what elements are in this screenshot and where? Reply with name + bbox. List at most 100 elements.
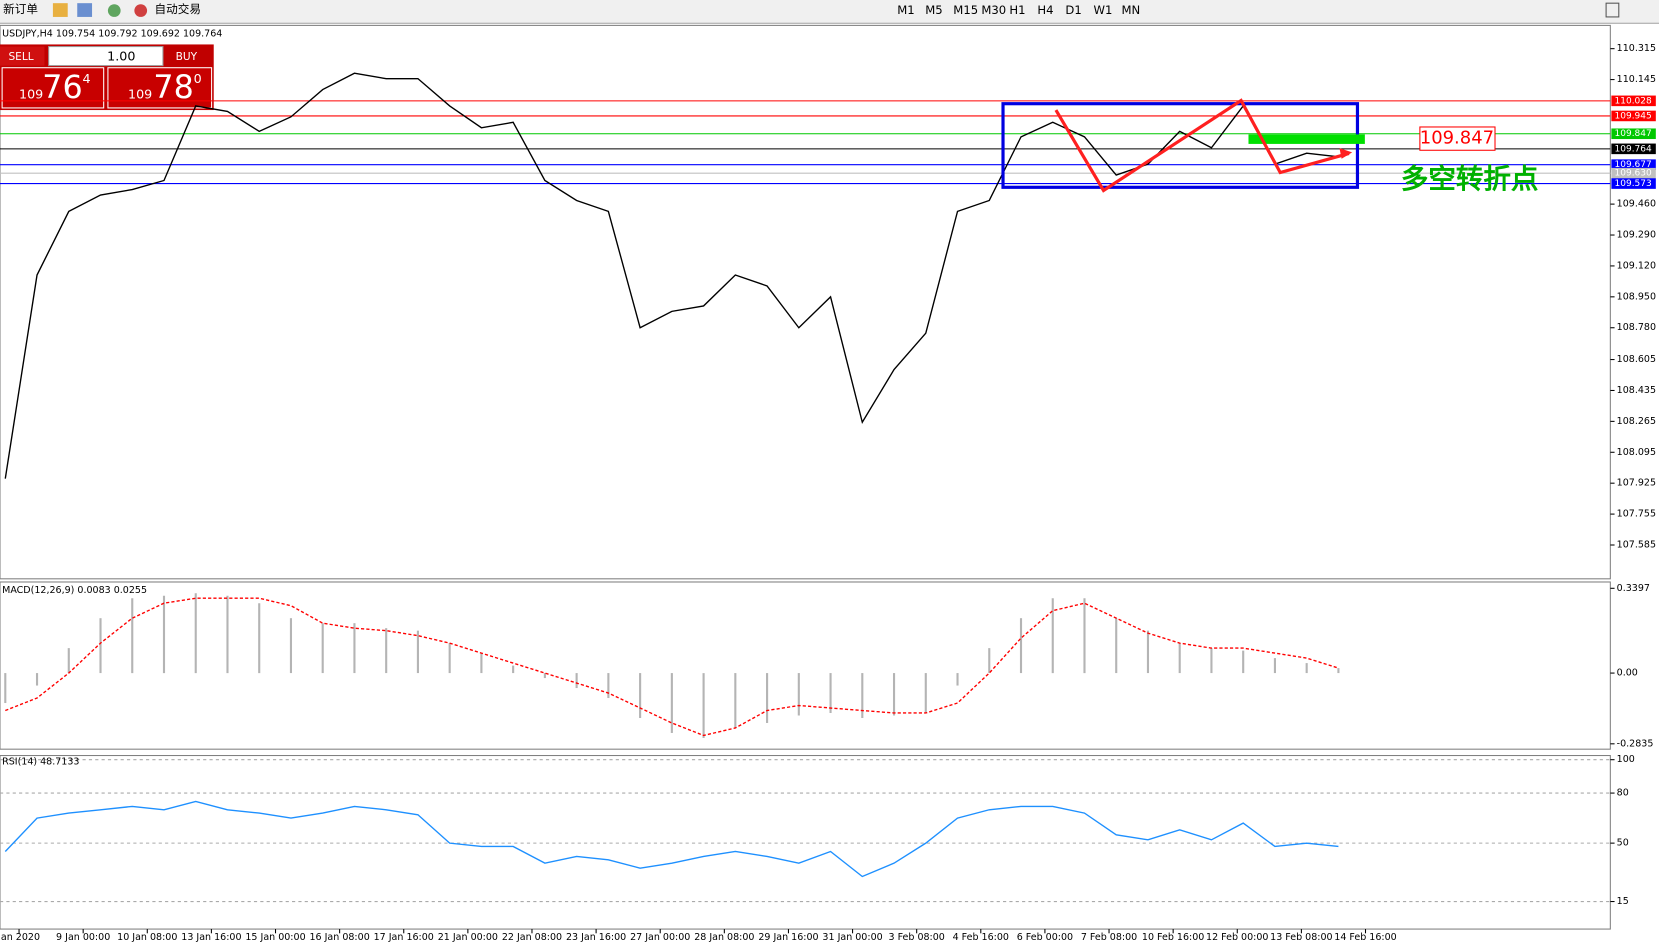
pivot-zone <box>1248 134 1365 144</box>
range-box <box>1001 102 1360 189</box>
timeframe-bar: M1 M5 M15 M30 H1 H4 D1 W1 MN <box>897 3 1140 17</box>
lots-input[interactable] <box>48 46 164 67</box>
annotation-price: 109.847 <box>1420 128 1494 149</box>
y-tick-label: 107.925 <box>1617 478 1656 489</box>
rsi-title: RSI(14) 48.7133 <box>2 756 79 767</box>
y-tick-label: 80 <box>1617 788 1629 799</box>
x-tick-label: 12 Feb 00:00 <box>1206 932 1268 943</box>
x-tick-label: 29 Jan 16:00 <box>758 932 818 943</box>
price-tag <box>1611 95 1656 107</box>
search-icon[interactable] <box>1605 2 1620 18</box>
buy-price-big: 109 <box>128 87 152 102</box>
icon[interactable] <box>77 3 93 17</box>
plot-layer: 110.315 110.145 109.460 109.290 109.120 108.9… <box>0 43 1656 943</box>
y-tick-label: 50 <box>1617 838 1629 849</box>
macd-panel <box>0 581 1611 750</box>
x-tick-label: 10 Jan 08:00 <box>117 932 177 943</box>
y-tick-label: 109.290 <box>1617 230 1656 241</box>
macd-title: MACD(12,26,9) 0.0083 0.0255 <box>2 585 147 596</box>
y-tick-label: 110.315 <box>1617 43 1656 54</box>
x-tick-label: 7 Feb 08:00 <box>1081 932 1137 943</box>
buy-price-main: 78 <box>153 70 193 106</box>
x-tick-label: 10 Feb 16:00 <box>1142 932 1204 943</box>
y-tick-label: 109.120 <box>1617 260 1656 271</box>
y-tick-label: 108.605 <box>1617 354 1656 365</box>
toolbar: 新订单 自动交易 M1 M5 M15 M30 H1 H4 D1 W1 MN <box>0 0 1659 24</box>
annotation-pivot: 多空转折点 <box>1401 163 1538 195</box>
buy-price-pip: 0 <box>194 71 202 86</box>
x-tick-label: 27 Jan 00:00 <box>630 932 690 943</box>
y-tick-label: 107.585 <box>1617 540 1656 551</box>
y-tick-label: 108.950 <box>1617 291 1656 302</box>
price-tag-label: 110.028 <box>1615 96 1652 106</box>
price-tag-label: 109.573 <box>1615 179 1652 189</box>
x-tick-label: 13 Jan 16:00 <box>181 932 241 943</box>
x-tick-label: 15 Jan 00:00 <box>245 932 305 943</box>
x-tick-label: 22 Jan 08:00 <box>502 932 562 943</box>
series-line <box>4 800 1339 878</box>
price-tag-label: 109.945 <box>1615 111 1652 121</box>
price-tag <box>1611 128 1656 140</box>
x-tick-label: 28 Jan 08:00 <box>694 932 754 943</box>
y-tick-label: 0.3397 <box>1617 583 1650 594</box>
sell-label[interactable]: SELL <box>8 51 33 63</box>
timeframe-button[interactable]: H1 <box>1009 3 1025 17</box>
chart-title: USDJPY,H4 109.754 109.792 109.692 109.76… <box>2 28 222 39</box>
y-tick-label: 109.460 <box>1617 199 1656 210</box>
icon[interactable] <box>52 3 68 17</box>
price-tag-label: 109.847 <box>1615 129 1652 139</box>
sell-price-pip: 4 <box>83 71 91 86</box>
timeframe-button[interactable]: H4 <box>1037 3 1053 17</box>
x-tick-label: 13 Feb 08:00 <box>1270 932 1332 943</box>
price-tag-label: 109.764 <box>1615 144 1652 154</box>
x-tick-label: 6 Feb 00:00 <box>1017 932 1073 943</box>
x-tick-label: 3 Feb 08:00 <box>888 932 944 943</box>
timeframe-button[interactable]: M15 <box>953 3 978 17</box>
rsi-panel <box>0 755 1611 930</box>
y-tick-label: 107.755 <box>1617 509 1656 520</box>
auto-trading-button[interactable]: 自动交易 <box>154 2 201 16</box>
timeframe-button[interactable]: D1 <box>1065 3 1081 17</box>
x-tick-label: 17 Jan 16:00 <box>374 932 434 943</box>
x-tick-label: 14 Feb 16:00 <box>1334 932 1396 943</box>
zigzag-arrow <box>1054 98 1350 193</box>
new-order-button[interactable]: 新订单 <box>3 2 38 16</box>
one-click-trading: SELL 1.00 BUY 109 76 4 109 78 0 <box>0 44 214 111</box>
x-tick-label: 16 Jan 08:00 <box>310 932 370 943</box>
x-tick-label: 21 Jan 00:00 <box>438 932 498 943</box>
lots-value[interactable]: 1.00 <box>107 49 135 64</box>
timeframe-button[interactable]: M30 <box>981 3 1006 17</box>
timeframe-button[interactable]: MN <box>1122 3 1141 17</box>
annotation-box <box>1419 126 1496 151</box>
price-tag <box>1611 167 1656 179</box>
y-tick-label: 110.145 <box>1617 74 1656 85</box>
y-tick-label: 108.780 <box>1617 322 1656 333</box>
sell-price-big: 109 <box>19 87 43 102</box>
y-tick-label: 108.435 <box>1617 385 1656 396</box>
sell-button[interactable] <box>0 46 45 66</box>
x-tick-label: 9 Jan 00:00 <box>56 932 110 943</box>
timeframe-button[interactable]: M5 <box>925 3 942 17</box>
y-tick-label: 108.095 <box>1617 447 1656 458</box>
series-line <box>4 72 1339 479</box>
y-tick-label: 0.00 <box>1617 668 1638 679</box>
y-tick-label: 108.265 <box>1617 416 1656 427</box>
buy-label[interactable]: BUY <box>176 51 198 63</box>
x-tick-label: 4 Feb 16:00 <box>953 932 1009 943</box>
y-tick-label: 15 <box>1617 896 1629 907</box>
icon[interactable] <box>134 4 148 17</box>
y-tick-label: -0.2835 <box>1617 738 1654 749</box>
sell-price-main: 76 <box>42 70 82 106</box>
x-tick-label: Jan 2020 <box>0 932 40 943</box>
x-tick-label: 31 Jan 00:00 <box>822 932 882 943</box>
x-tick-label: 23 Jan 16:00 <box>566 932 626 943</box>
price-tag <box>1611 178 1656 189</box>
y-tick-label: 100 <box>1617 754 1635 765</box>
timeframe-button[interactable]: M1 <box>897 3 914 17</box>
signal-line <box>5 597 1339 737</box>
timeframe-button[interactable]: W1 <box>1093 3 1112 17</box>
icon[interactable] <box>107 4 121 17</box>
arrow-head <box>1339 148 1353 159</box>
